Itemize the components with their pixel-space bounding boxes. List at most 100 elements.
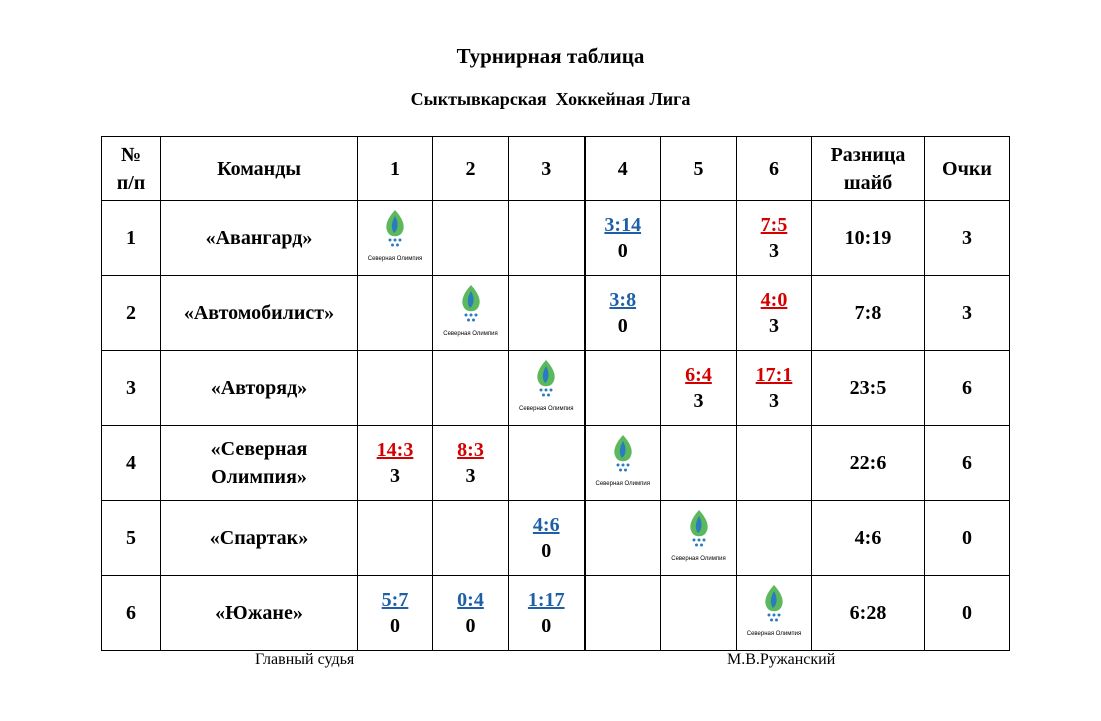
team-name: «Автомобилист» bbox=[160, 275, 358, 351]
points: 3 bbox=[769, 390, 779, 412]
row-number: 5 bbox=[101, 500, 161, 576]
game-cell bbox=[357, 500, 433, 576]
table-row: 4 «Северная Олимпия» 14:3 3 8:3 3 Северная Оли… bbox=[101, 425, 1010, 501]
game-cell: 6:4 3 bbox=[660, 350, 737, 426]
logo-text: Северная Олимпия bbox=[367, 256, 423, 262]
game-cell: Северная Олимпия bbox=[583, 425, 661, 501]
team-name: «Южане» bbox=[160, 575, 358, 651]
game-cell bbox=[736, 425, 812, 501]
game-cell: 17:1 3 bbox=[736, 350, 812, 426]
game-cell bbox=[508, 425, 585, 501]
team-name: «Авторяд» bbox=[160, 350, 358, 426]
score: 8:3 bbox=[457, 439, 484, 461]
game-cell bbox=[583, 575, 661, 651]
logo-text: Северная Олимпия bbox=[746, 631, 802, 637]
game-cell bbox=[583, 500, 661, 576]
goal-diff: 4:6 bbox=[811, 500, 925, 576]
goal-diff: 22:6 bbox=[811, 425, 925, 501]
points: 0 bbox=[541, 540, 552, 562]
game-cell: 4:6 0 bbox=[508, 500, 585, 576]
game-cell: 3:14 0 bbox=[583, 200, 661, 276]
total-points: 3 bbox=[924, 275, 1010, 351]
header-cell: 5 bbox=[660, 136, 737, 201]
points: 3 bbox=[390, 465, 400, 487]
row-number: 3 bbox=[101, 350, 161, 426]
logo-text: Северная Олимпия bbox=[443, 331, 498, 337]
footer-left: Главный судья bbox=[255, 651, 355, 668]
header-cell: 1 bbox=[357, 136, 433, 201]
score: 0:4 bbox=[457, 589, 484, 611]
logo: Северная Олимпия bbox=[668, 508, 730, 563]
score: 1:17 bbox=[527, 589, 565, 611]
logo-text: Северная Олимпия bbox=[671, 556, 726, 562]
score: 14:3 bbox=[376, 439, 414, 461]
game-cell bbox=[660, 200, 737, 276]
score: 7:5 bbox=[760, 214, 788, 236]
game-cell bbox=[432, 200, 509, 276]
header-cell: № п/п bbox=[101, 136, 161, 201]
goal-diff: 23:5 bbox=[811, 350, 925, 426]
table-row: 1 «Авангард» Северная Олимпия 3:14 0 7:5 3 10:1… bbox=[101, 200, 1010, 276]
standings-table: № п/п Команды 1 2 3 4 5 6 Разница шайб Очки 1 «Ава… bbox=[101, 136, 1010, 651]
points: 3 bbox=[693, 390, 704, 412]
team-name: «Северная Олимпия» bbox=[160, 425, 358, 501]
table-row: 3 «Авторяд» Северная Олимпия 6:4 3 17:1 3 23:5 6 bbox=[101, 350, 1010, 426]
game-cell bbox=[660, 425, 737, 501]
row-number: 4 bbox=[101, 425, 161, 501]
table-row: 6 «Южане» 5:7 0 0:4 0 1:17 0 Северная Олимпия 6:2… bbox=[101, 575, 1010, 651]
logo: Северная Олимпия bbox=[515, 358, 577, 413]
logo-text: Северная Олимпия bbox=[595, 481, 650, 487]
game-cell bbox=[508, 200, 585, 276]
table-body: 1 «Авангард» Северная Олимпия 3:14 0 7:5 3 10:1… bbox=[101, 200, 1010, 651]
points: 0 bbox=[617, 315, 628, 337]
logo: Северная Олимпия bbox=[743, 583, 805, 638]
header-row: № п/п Команды 1 2 3 4 5 6 Разница шайб Очки bbox=[101, 136, 1010, 201]
game-cell: 1:17 0 bbox=[508, 575, 585, 651]
game-cell: 5:7 0 bbox=[357, 575, 433, 651]
team-name: «Авангард» bbox=[160, 200, 358, 276]
game-cell: Северная Олимпия bbox=[736, 575, 812, 651]
logo: Северная Олимпия bbox=[592, 433, 654, 488]
game-cell: 4:0 3 bbox=[736, 275, 812, 351]
score: 17:1 bbox=[755, 364, 793, 386]
game-cell bbox=[357, 350, 433, 426]
game-cell bbox=[583, 350, 661, 426]
table-row: 2 «Автомобилист» Северная Олимпия 3:8 0 4:0 3 7… bbox=[101, 275, 1010, 351]
goal-diff: 7:8 bbox=[811, 275, 925, 351]
header-cell: 3 bbox=[508, 136, 585, 201]
header-cell: 6 bbox=[736, 136, 812, 201]
title: Турнирная таблица bbox=[456, 44, 645, 68]
points: 0 bbox=[541, 615, 552, 637]
total-points: 6 bbox=[924, 425, 1010, 501]
points: 3 bbox=[769, 315, 779, 337]
game-cell bbox=[660, 575, 737, 651]
score: 6:4 bbox=[685, 364, 712, 386]
team-name: «Спартак» bbox=[160, 500, 358, 576]
header-cell: 2 bbox=[432, 136, 509, 201]
game-cell: 8:3 3 bbox=[432, 425, 509, 501]
game-cell bbox=[660, 275, 737, 351]
game-cell: Северная Олимпия bbox=[508, 350, 585, 426]
header-cell: Разница шайб bbox=[811, 136, 925, 201]
logo: Северная Олимпия bbox=[440, 283, 502, 338]
game-cell bbox=[508, 275, 585, 351]
header-cell: Очки bbox=[924, 136, 1010, 201]
score: 4:0 bbox=[760, 289, 788, 311]
score: 3:14 bbox=[604, 214, 642, 236]
game-cell: 14:3 3 bbox=[357, 425, 433, 501]
header-cell: Команды bbox=[160, 136, 358, 201]
points: 0 bbox=[465, 615, 476, 637]
game-cell bbox=[432, 500, 509, 576]
total-points: 0 bbox=[924, 575, 1010, 651]
logo: Северная Олимпия bbox=[364, 208, 426, 263]
goal-diff: 6:28 bbox=[811, 575, 925, 651]
game-cell: Северная Олимпия bbox=[432, 275, 509, 351]
logo-text: Северная Олимпия bbox=[519, 406, 574, 412]
row-number: 1 bbox=[101, 200, 161, 276]
total-points: 6 bbox=[924, 350, 1010, 426]
score: 4:6 bbox=[532, 514, 560, 536]
goal-diff: 10:19 bbox=[811, 200, 925, 276]
row-number: 2 bbox=[101, 275, 161, 351]
game-cell bbox=[432, 350, 509, 426]
